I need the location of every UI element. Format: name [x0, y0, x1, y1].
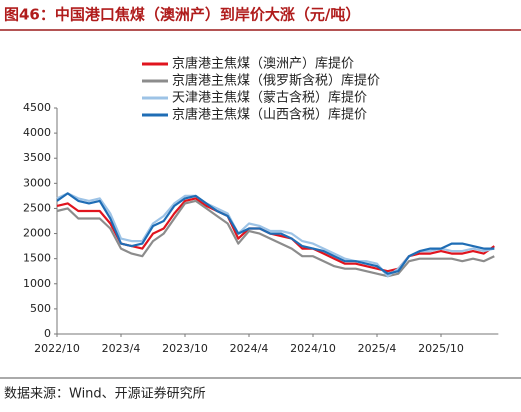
legend-label: 天津港主焦煤（蒙古含税）库提价 — [172, 90, 367, 106]
y-tick-label: 2000 — [23, 227, 51, 240]
x-tick-label: 2022/10 — [34, 342, 80, 355]
series-line — [56, 197, 495, 273]
series-line — [56, 199, 495, 278]
y-tick-label: 0 — [44, 327, 51, 340]
legend-label: 京唐港主焦煤（俄罗斯含税）库提价 — [172, 73, 380, 89]
series-line — [56, 192, 495, 275]
y-tick-label: 1500 — [23, 252, 51, 265]
x-tick-label: 2025/10 — [418, 342, 464, 355]
legend-label: 京唐港主焦煤（澳洲产）库提价 — [172, 56, 354, 72]
x-tick-label: 2025/4 — [358, 342, 397, 355]
y-tick-label: 1000 — [23, 277, 51, 290]
x-tick-label: 2023/4 — [102, 342, 141, 355]
y-tick-label: 3000 — [23, 176, 51, 189]
legend-label: 京唐港主焦煤（山西含税）库提价 — [172, 107, 367, 123]
x-tick-label: 2023/10 — [162, 342, 208, 355]
x-tick-label: 2024/10 — [290, 342, 336, 355]
chart-title: 图46：中国港口焦煤（澳洲产）到岸价大涨（元/吨） — [4, 6, 360, 24]
y-tick-label: 500 — [30, 302, 51, 315]
y-tick-label: 2500 — [23, 201, 51, 214]
y-tick-label: 4500 — [23, 101, 51, 114]
y-tick-label: 4000 — [23, 126, 51, 139]
y-tick-label: 3500 — [23, 151, 51, 164]
x-tick-label: 2024/4 — [230, 342, 269, 355]
source: 数据来源：Wind、开源证券研究所 — [4, 386, 206, 402]
